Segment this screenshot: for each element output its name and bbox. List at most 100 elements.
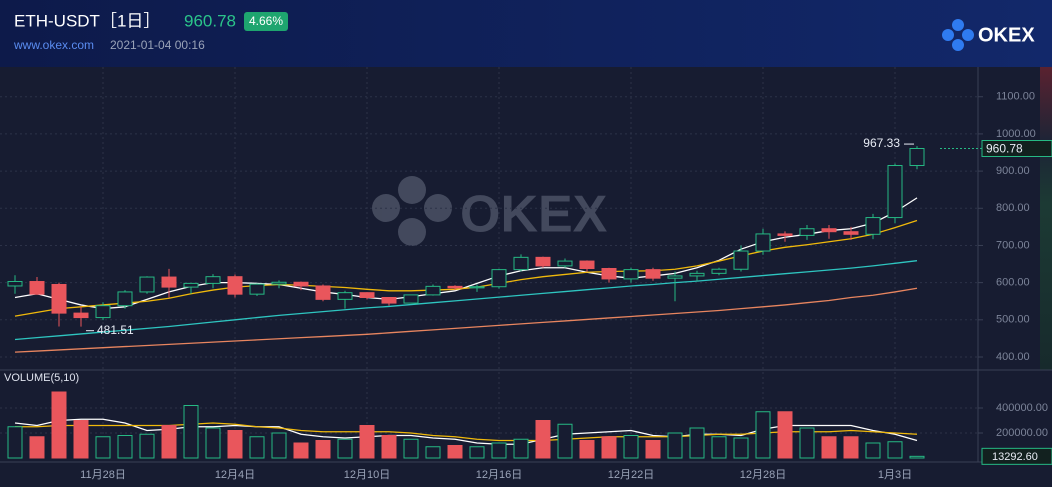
volume-bar	[579, 440, 595, 459]
volume-bar	[535, 420, 551, 459]
volume-bar	[271, 432, 287, 459]
candle-body	[579, 260, 595, 270]
logo: OKEX	[978, 24, 1035, 46]
plot-bg	[0, 67, 1052, 487]
candle-body	[557, 260, 573, 267]
candle-body	[95, 305, 111, 319]
candle-body	[29, 281, 45, 295]
candle-body	[161, 276, 177, 288]
volume-bar	[293, 442, 309, 459]
ma-line	[14, 260, 918, 341]
candle-body	[799, 228, 815, 236]
volume-bar	[29, 436, 45, 459]
low-label: 481.51	[97, 323, 134, 337]
volume-bar	[95, 436, 111, 459]
candle-body	[249, 283, 265, 295]
candle-body	[73, 312, 89, 319]
volume-bar	[777, 411, 793, 459]
last-price: 960.78	[184, 11, 236, 30]
y-tick-label: 500.00	[996, 314, 1030, 326]
candle-body	[909, 148, 925, 167]
volume-bar	[337, 438, 353, 459]
candle-body	[183, 282, 199, 288]
x-tick-label: 12月28日	[740, 469, 786, 481]
price-tag-label: 960.78	[986, 142, 1023, 156]
volume-bar	[117, 435, 133, 459]
volume-bar	[73, 420, 89, 459]
volume-bar	[205, 427, 221, 459]
volume-bar	[7, 426, 23, 459]
site: www.okex.com	[13, 38, 94, 52]
volume-bar	[425, 446, 441, 459]
volume-bar	[513, 438, 529, 459]
volume-bar	[447, 445, 463, 459]
candle-body	[601, 268, 617, 280]
candle-body	[513, 256, 529, 271]
candle-body	[205, 276, 221, 284]
y-tick-label: 1100.00	[996, 91, 1035, 103]
logo-icon	[942, 19, 974, 51]
candle-body	[447, 285, 463, 289]
volume-bar	[755, 411, 771, 459]
volume-bar	[315, 440, 331, 459]
volume-tag-label: 13292.60	[992, 451, 1038, 463]
volume-bar	[403, 438, 419, 459]
volume-bar	[51, 391, 67, 459]
candle-body	[689, 272, 705, 277]
header-bg	[0, 0, 1052, 67]
high-label: 967.33	[863, 136, 900, 150]
x-tick-label: 11月28日	[80, 469, 126, 481]
volume-bar	[799, 427, 815, 459]
candle-body	[7, 281, 23, 287]
change: 4.66%	[249, 14, 283, 28]
x-tick-label: 12月22日	[608, 469, 654, 481]
candle-body	[51, 283, 67, 314]
candle-body	[293, 281, 309, 287]
watermark	[372, 176, 452, 246]
volume-bar	[601, 436, 617, 459]
change-badge	[244, 12, 288, 31]
candle-body	[887, 165, 903, 219]
volume-bar	[469, 446, 485, 459]
candle-body	[337, 292, 353, 300]
volume-bar	[843, 436, 859, 459]
volume-bar	[249, 436, 265, 459]
candle-body	[403, 294, 419, 304]
volume-bar	[161, 425, 177, 459]
volume-bar	[359, 425, 375, 459]
y-tick-label: 900.00	[996, 165, 1030, 177]
y-tick-label: 1000.00	[996, 128, 1036, 140]
candle-body	[821, 228, 837, 233]
candle-body	[271, 281, 287, 285]
volume-bar	[667, 432, 683, 459]
volume-tag	[981, 447, 1052, 465]
volume-bar	[689, 427, 705, 459]
candle-body	[469, 286, 485, 289]
y-tick-label: 700.00	[996, 239, 1030, 251]
candle-body	[711, 268, 727, 274]
title: ETH-USDT［1日］	[14, 11, 160, 30]
x-tick-label: 12月16日	[476, 469, 522, 481]
x-tick-label: 1月3日	[878, 469, 912, 481]
candle-body	[865, 217, 881, 235]
y-tick-label: 600.00	[996, 277, 1030, 289]
candle-body	[535, 256, 551, 267]
candle-body	[359, 292, 375, 299]
y-tick-label: 400.00	[996, 351, 1030, 363]
volume-title: VOLUME(5,10)	[4, 372, 79, 384]
volume-bar	[183, 405, 199, 459]
watermark-text: OKEX	[460, 186, 608, 244]
volume-bar	[887, 441, 903, 459]
candle-body	[139, 276, 155, 293]
edge	[1040, 67, 1052, 370]
x-tick-label: 12月10日	[344, 469, 390, 481]
ma-line	[14, 287, 918, 353]
candle-body	[667, 275, 683, 279]
volume-bar	[491, 442, 507, 459]
candle-body	[425, 285, 441, 296]
candle-body	[227, 276, 243, 295]
volume-bar	[865, 442, 881, 459]
y-tick-label: 200000.00	[996, 427, 1048, 439]
volume-bar	[733, 437, 749, 459]
